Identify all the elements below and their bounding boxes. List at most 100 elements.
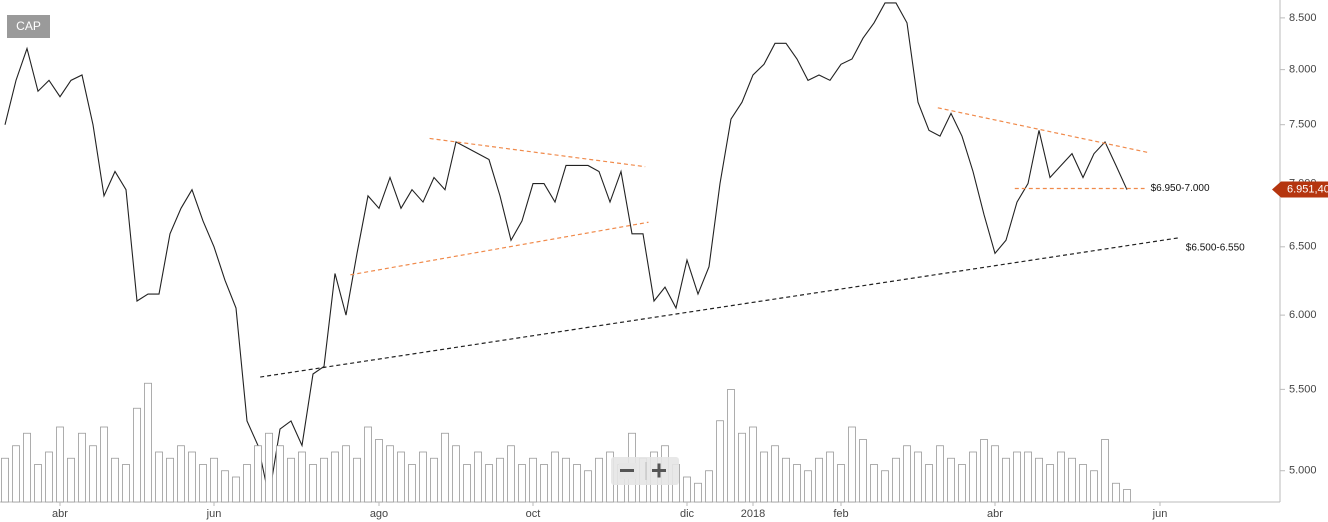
- volume-bar: [342, 445, 350, 503]
- x-tick-label: abr: [987, 508, 1003, 520]
- volume-bar: [397, 451, 405, 503]
- volume-bar: [78, 432, 86, 503]
- volume-bar: [375, 439, 383, 503]
- trendline: [260, 237, 1180, 378]
- volume-bar: [683, 476, 691, 503]
- volume-bar: [485, 464, 493, 503]
- zoom-controls: [611, 457, 679, 485]
- volume-bar: [45, 451, 53, 503]
- volume-bar: [595, 457, 603, 503]
- volume-bar: [914, 451, 922, 503]
- volume-bar: [1035, 457, 1043, 503]
- volume-bar: [1002, 457, 1010, 503]
- y-tick-label: 5.000: [1289, 465, 1317, 477]
- volume-bar: [12, 445, 20, 503]
- volume-bar: [166, 457, 174, 503]
- volume-bar: [144, 382, 152, 503]
- volume-bar: [980, 439, 988, 503]
- volume-bar: [474, 451, 482, 503]
- volume-bar: [1112, 482, 1120, 503]
- volume-bar: [155, 451, 163, 503]
- volume-bar: [1, 457, 9, 503]
- volume-bar: [804, 470, 812, 503]
- volume-bar: [771, 445, 779, 503]
- volume-bar: [1013, 451, 1021, 503]
- volume-bar: [705, 470, 713, 503]
- volume-bar: [573, 464, 581, 503]
- volume-bar: [716, 420, 724, 503]
- volume-bar: [23, 432, 31, 503]
- zoom-out-button[interactable]: [619, 463, 637, 479]
- volume-bar: [221, 470, 229, 503]
- volume-bar: [331, 451, 339, 503]
- volume-bar: [518, 464, 526, 503]
- minus-icon[interactable]: [620, 469, 634, 472]
- volume-bar: [232, 476, 240, 503]
- volume-bar: [1068, 457, 1076, 503]
- volume-bar: [353, 457, 361, 503]
- volume-bar: [749, 426, 757, 503]
- x-tick-label: ago: [370, 508, 388, 520]
- volume-bar: [309, 464, 317, 503]
- volume-bar: [837, 464, 845, 503]
- volume-bar: [408, 464, 416, 503]
- volume-bar: [430, 457, 438, 503]
- volume-bar: [870, 464, 878, 503]
- trendline: [429, 137, 646, 168]
- symbol-badge: [7, 15, 50, 38]
- trendline-label: $6.950-7.000: [1151, 183, 1210, 194]
- volume-bar: [287, 457, 295, 503]
- x-tick-label: abr: [52, 508, 68, 520]
- trendline-label: $6.500-6.550: [1186, 242, 1245, 253]
- volume-bar: [441, 432, 449, 503]
- volume-bar: [56, 426, 64, 503]
- volume-bar: [969, 451, 977, 503]
- volume-bar: [738, 432, 746, 503]
- y-tick-label: 5.500: [1289, 383, 1317, 395]
- trendline: [350, 221, 649, 276]
- volume-bar: [529, 457, 537, 503]
- x-tick-label: jun: [1152, 508, 1168, 520]
- plus-icon-v[interactable]: [657, 463, 661, 478]
- x-tick-label: jun: [206, 508, 222, 520]
- volume-bar: [925, 464, 933, 503]
- volume-bar: [122, 464, 130, 503]
- x-tick-label: feb: [833, 508, 848, 520]
- volume-bar: [89, 445, 97, 503]
- volume-bar: [199, 464, 207, 503]
- volume-bar: [881, 470, 889, 503]
- volume-bar: [859, 439, 867, 503]
- x-tick-label: oct: [526, 508, 541, 520]
- volume-bar: [188, 451, 196, 503]
- y-tick-label: 8.500: [1289, 12, 1317, 24]
- volume-bar: [100, 426, 108, 503]
- volume-bar: [793, 464, 801, 503]
- volume-bar: [34, 464, 42, 503]
- volume-bar: [947, 457, 955, 503]
- volume-bar: [210, 457, 218, 503]
- volume-bar: [826, 451, 834, 503]
- volume-bar: [760, 451, 768, 503]
- volume-bar: [452, 445, 460, 503]
- volume-bar: [320, 457, 328, 503]
- last-price-label: 6.951,40: [1287, 183, 1328, 195]
- volume-bar: [727, 389, 735, 503]
- trendline: [937, 107, 1149, 154]
- volume-bar: [1090, 470, 1098, 503]
- volume-bar: [540, 464, 548, 503]
- volume-bar: [584, 470, 592, 503]
- volume-bar: [815, 457, 823, 503]
- volume-bar: [1057, 451, 1065, 503]
- price-line: [4, 2, 1128, 497]
- y-tick-label: 6.000: [1289, 309, 1317, 321]
- y-tick-label: 7.500: [1289, 119, 1317, 131]
- volume-bar: [848, 426, 856, 503]
- volume-bar: [892, 457, 900, 503]
- volume-bar: [1079, 464, 1087, 503]
- zoom-in-button[interactable]: [652, 463, 666, 478]
- y-tick-label: 6.500: [1289, 241, 1317, 253]
- volume-bar: [254, 445, 262, 503]
- volume-bar: [1046, 464, 1054, 503]
- volume-bar: [243, 464, 251, 503]
